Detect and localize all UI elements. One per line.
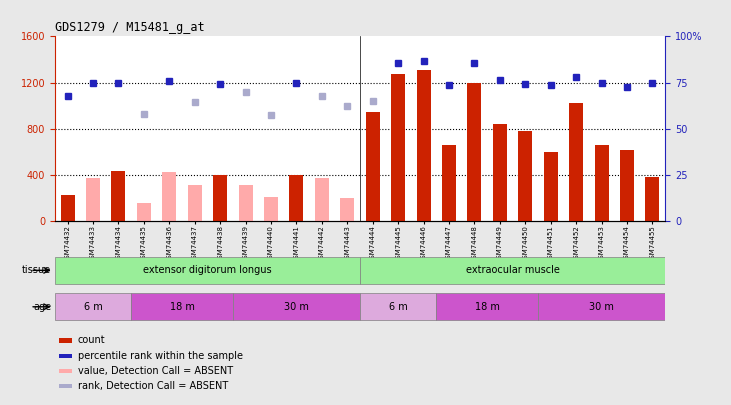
Bar	[55, 293, 131, 320]
Text: 18 m: 18 m	[474, 302, 499, 312]
Text: 30 m: 30 m	[284, 302, 309, 312]
Bar	[645, 177, 659, 221]
Bar	[61, 195, 75, 221]
Bar	[436, 293, 538, 320]
Text: 6 m: 6 m	[83, 302, 102, 312]
Bar	[59, 384, 72, 388]
Bar	[289, 175, 303, 221]
Bar	[111, 171, 126, 221]
Bar	[391, 75, 405, 221]
Text: value, Detection Call = ABSENT: value, Detection Call = ABSENT	[77, 366, 232, 376]
Text: 30 m: 30 m	[589, 302, 614, 312]
Text: 6 m: 6 m	[389, 302, 408, 312]
Text: GDS1279 / M15481_g_at: GDS1279 / M15481_g_at	[55, 21, 205, 34]
Bar	[493, 124, 507, 221]
Bar	[467, 83, 482, 221]
Bar	[594, 145, 609, 221]
Text: extraocular muscle: extraocular muscle	[466, 265, 559, 275]
Bar	[55, 257, 360, 284]
Bar	[360, 293, 436, 320]
Text: rank, Detection Call = ABSENT: rank, Detection Call = ABSENT	[77, 381, 228, 391]
Bar	[518, 131, 532, 221]
Bar	[315, 178, 329, 221]
Bar	[620, 151, 634, 221]
Bar	[360, 257, 665, 284]
Bar	[213, 175, 227, 221]
Bar	[137, 203, 151, 221]
Text: 18 m: 18 m	[170, 302, 194, 312]
Bar	[131, 293, 233, 320]
Bar	[162, 173, 176, 221]
Bar	[442, 145, 456, 221]
Bar	[59, 369, 72, 373]
Bar	[233, 293, 360, 320]
Bar	[86, 178, 100, 221]
Bar	[188, 185, 202, 221]
Bar	[238, 185, 253, 221]
Text: tissue: tissue	[22, 265, 51, 275]
Bar	[544, 151, 558, 221]
Bar	[417, 70, 431, 221]
Bar	[569, 103, 583, 221]
Text: age: age	[33, 302, 51, 312]
Bar	[264, 196, 278, 221]
Text: count: count	[77, 335, 105, 345]
Bar	[341, 198, 355, 221]
Text: percentile rank within the sample: percentile rank within the sample	[77, 351, 243, 360]
Bar	[366, 113, 379, 221]
Bar	[59, 354, 72, 358]
Text: extensor digitorum longus: extensor digitorum longus	[143, 265, 272, 275]
Bar	[538, 293, 665, 320]
Bar	[59, 339, 72, 343]
